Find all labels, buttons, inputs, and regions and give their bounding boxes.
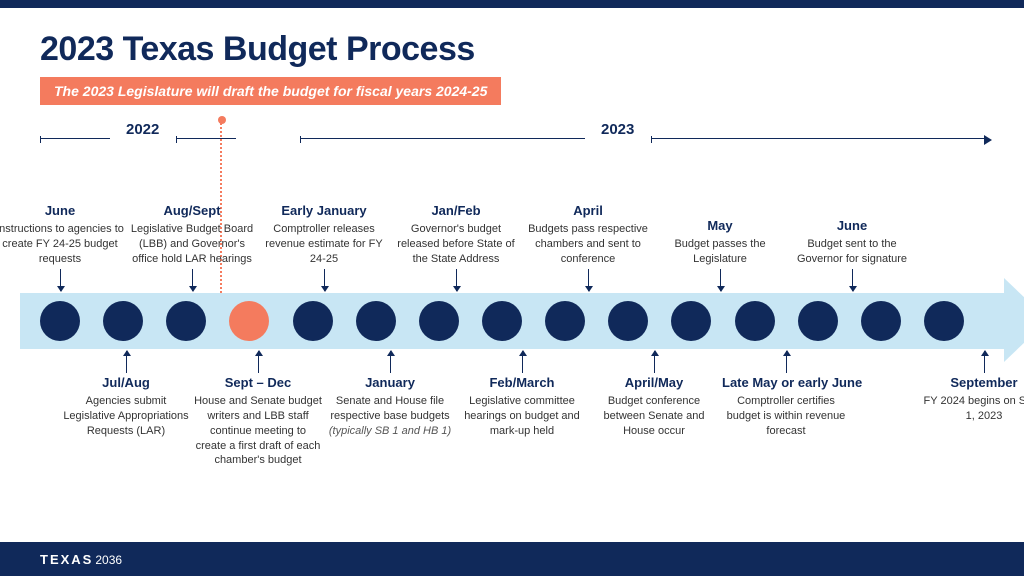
- timeline-event: January Senate and House file respective …: [326, 375, 454, 439]
- connector-line: [456, 269, 457, 291]
- timeline: 2022 2023 JuneInstructions to agencies t…: [20, 128, 1004, 536]
- event-desc: Instructions to agencies to create FY 24…: [0, 222, 124, 267]
- timeline-dot: [482, 301, 522, 341]
- event-desc: Agencies submit Legislative Appropriatio…: [62, 394, 190, 439]
- event-month: September: [920, 375, 1024, 390]
- footer-logo: TEXAS2036: [40, 552, 122, 567]
- timeline-dot: [293, 301, 333, 341]
- timeline-dot: [545, 301, 585, 341]
- timeline-dot: [103, 301, 143, 341]
- connector-line: [786, 351, 787, 373]
- event-month: June: [0, 203, 124, 218]
- event-desc: Senate and House file respective base bu…: [326, 394, 454, 439]
- connector-line: [126, 351, 127, 373]
- connector-line: [720, 269, 721, 291]
- timeline-dot: [861, 301, 901, 341]
- event-desc: Comptroller certifies budget is within r…: [722, 394, 850, 439]
- connector-line: [324, 269, 325, 291]
- connector-line: [654, 351, 655, 373]
- event-month: Jan/Feb: [392, 203, 520, 218]
- event-desc: FY 2024 begins on Sept. 1, 2023: [920, 394, 1024, 424]
- year-rule-segment: [651, 138, 986, 139]
- event-month: Feb/March: [458, 375, 586, 390]
- event-desc: Governor's budget released before State …: [392, 222, 520, 267]
- event-month: Aug/Sept: [128, 203, 256, 218]
- connector-line: [522, 351, 523, 373]
- timeline-event: Late May or early June Comptroller certif…: [722, 375, 850, 439]
- event-desc: Budget sent to the Governor for signatur…: [788, 237, 916, 267]
- event-month: April: [524, 203, 652, 218]
- connector-line: [588, 269, 589, 291]
- timeline-event: June Budget sent to the Governor for sign…: [788, 218, 916, 267]
- timeline-event: Aug/Sept Legislative Budget Board (LBB) a…: [128, 203, 256, 267]
- timeline-event: Jul/Aug Agencies submit Legislative Appro…: [62, 375, 190, 439]
- connector-line: [390, 351, 391, 373]
- year-rule-segment: [300, 138, 585, 139]
- timeline-event: Feb/March Legislative committee hearings …: [458, 375, 586, 439]
- event-month: Jul/Aug: [62, 375, 190, 390]
- event-desc: Comptroller releases revenue estimate fo…: [260, 222, 388, 267]
- timeline-dot: [924, 301, 964, 341]
- connector-line: [984, 351, 985, 373]
- timeline-dot: [735, 301, 775, 341]
- page-title: 2023 Texas Budget Process: [40, 30, 984, 69]
- event-month: January: [326, 375, 454, 390]
- event-desc: Legislative committee hearings on budget…: [458, 394, 586, 439]
- event-desc: Budget conference between Senate and Hou…: [590, 394, 718, 439]
- year-rule-segment: [176, 138, 236, 139]
- timeline-event: Early January Comptroller releases revenu…: [260, 203, 388, 267]
- year-rule: 2022 2023: [40, 128, 984, 148]
- connector-line: [192, 269, 193, 291]
- connector-line: [852, 269, 853, 291]
- event-desc: Budgets pass respective chambers and sen…: [524, 222, 652, 267]
- timeline-event: Sept – Dec House and Senate budget writer…: [194, 375, 322, 468]
- event-month: May: [656, 218, 784, 233]
- timeline-event: April Budgets pass respective chambers an…: [524, 203, 652, 267]
- year-label-2022: 2022: [112, 121, 173, 138]
- timeline-dot: [40, 301, 80, 341]
- timeline-dot: [229, 301, 269, 341]
- footer-brand-text: TEXAS: [40, 552, 93, 567]
- timeline-dot: [356, 301, 396, 341]
- timeline-dot: [166, 301, 206, 341]
- subtitle-banner: The 2023 Legislature will draft the budg…: [40, 77, 501, 105]
- timeline-arrowhead-icon: [1004, 278, 1024, 362]
- timeline-dot: [798, 301, 838, 341]
- event-month: April/May: [590, 375, 718, 390]
- event-desc: House and Senate budget writers and LBB …: [194, 394, 322, 468]
- event-desc: Budget passes the Legislature: [656, 237, 784, 267]
- event-month: Late May or early June: [722, 375, 850, 390]
- event-month: Early January: [260, 203, 388, 218]
- event-month: Sept – Dec: [194, 375, 322, 390]
- header: 2023 Texas Budget Process The 2023 Legis…: [0, 8, 1024, 113]
- infographic-frame: 2023 Texas Budget Process The 2023 Legis…: [0, 0, 1024, 576]
- timeline-dots: [40, 301, 964, 341]
- year-rule-segment: [40, 138, 110, 139]
- timeline-event: Jan/Feb Governor's budget released before…: [392, 203, 520, 267]
- year-label-2023: 2023: [587, 121, 648, 138]
- timeline-event: June Instructions to agencies to create F…: [0, 203, 124, 267]
- timeline-dot: [671, 301, 711, 341]
- footer-year-mark: 2036: [95, 553, 122, 567]
- event-month: June: [788, 218, 916, 233]
- footer-bar: TEXAS2036: [0, 542, 1024, 576]
- timeline-dot: [419, 301, 459, 341]
- connector-line: [60, 269, 61, 291]
- timeline-event: April/May Budget conference between Senat…: [590, 375, 718, 439]
- arrowhead-icon: [984, 135, 992, 145]
- timeline-event: May Budget passes the Legislature: [656, 218, 784, 267]
- timeline-event: September FY 2024 begins on Sept. 1, 2023: [920, 375, 1024, 424]
- timeline-dot: [608, 301, 648, 341]
- event-desc: Legislative Budget Board (LBB) and Gover…: [128, 222, 256, 267]
- connector-line: [258, 351, 259, 373]
